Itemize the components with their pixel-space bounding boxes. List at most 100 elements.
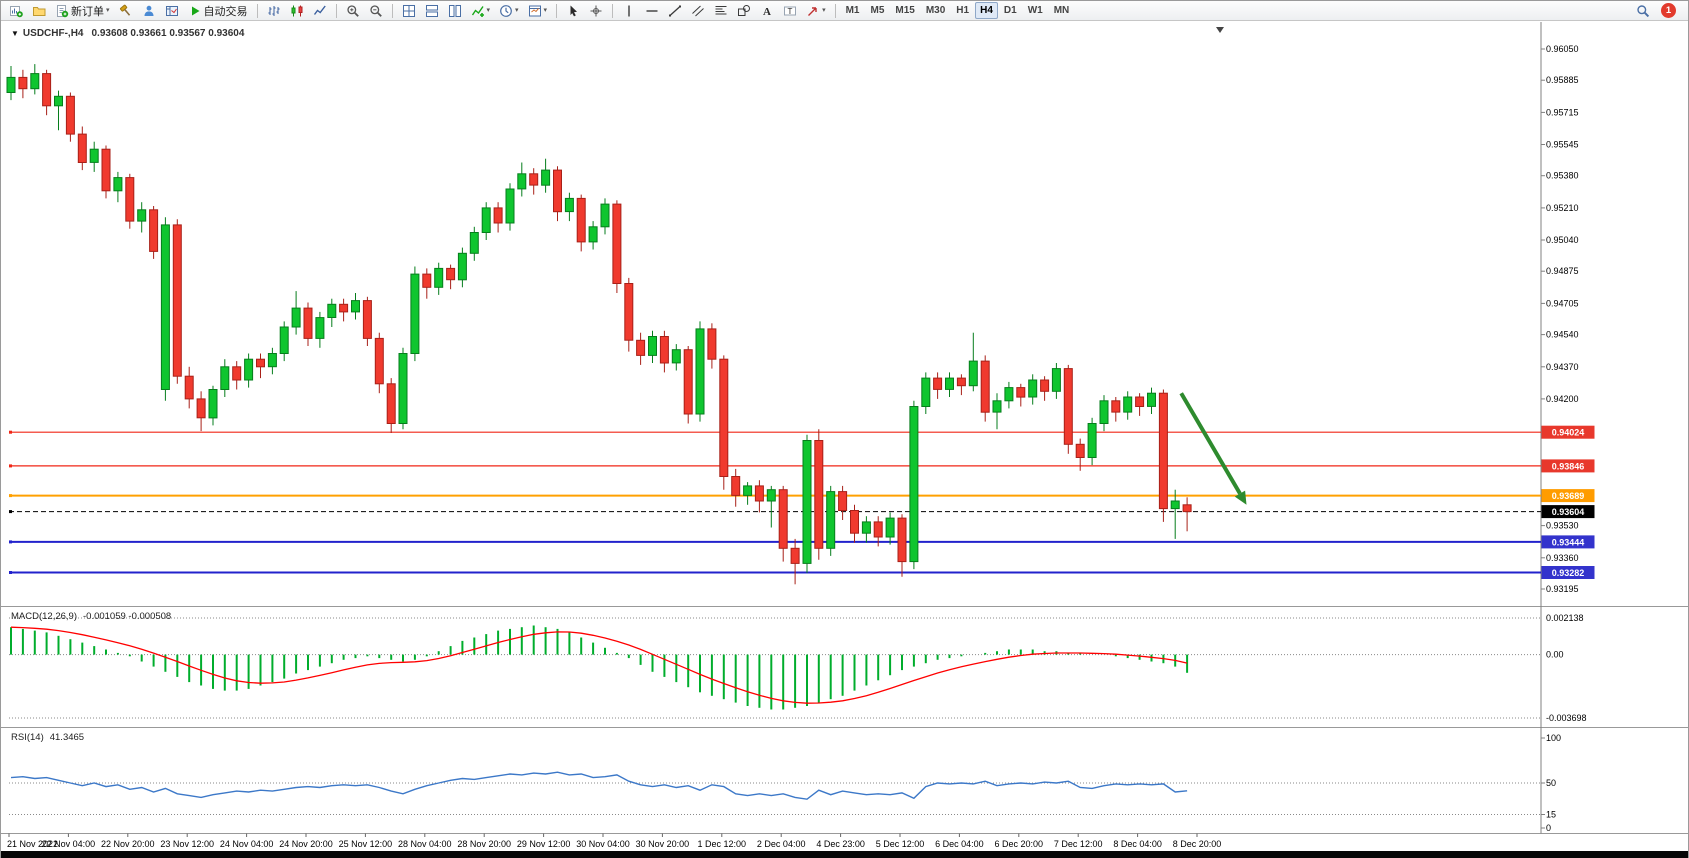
trendline-icon[interactable]: [664, 2, 686, 20]
candlestick-chart-icon[interactable]: [286, 2, 308, 20]
navigator-icon[interactable]: [161, 2, 183, 20]
svg-text:22 Nov 20:00: 22 Nov 20:00: [101, 839, 155, 849]
chart-shift-marker[interactable]: [1216, 27, 1224, 33]
zoom-out-icon: [369, 4, 383, 18]
line-chart-icon: [313, 4, 327, 18]
svg-text:8 Dec 20:00: 8 Dec 20:00: [1173, 839, 1222, 849]
tile-windows-icon[interactable]: [398, 2, 420, 20]
candlestick-chart-icon: [290, 4, 304, 18]
svg-text:50: 50: [1546, 778, 1556, 788]
metaeditor-icon[interactable]: [115, 2, 137, 20]
zoom-out-icon[interactable]: [365, 2, 387, 20]
indicators-icon[interactable]: ▾: [467, 2, 495, 20]
svg-text:0.94200: 0.94200: [1546, 394, 1579, 404]
svg-text:25 Nov 12:00: 25 Nov 12:00: [339, 839, 393, 849]
profiles-icon[interactable]: [28, 2, 50, 20]
chart-symbol-label: ▼ USDCHF-,H4 0.93608 0.93661 0.93567 0.936…: [11, 28, 244, 39]
macd-indicator-label: MACD(12,26,9) -0.001059 -0.000508: [11, 611, 171, 622]
horizontal-line-icon[interactable]: [641, 2, 663, 20]
crosshair-icon[interactable]: [585, 2, 607, 20]
fibonacci-icon[interactable]: [710, 2, 732, 20]
bar-chart-icon: [267, 4, 281, 18]
timeframe-h1-button[interactable]: H1: [951, 2, 974, 19]
timeframe-w1-button[interactable]: W1: [1023, 2, 1048, 19]
new-order-button[interactable]: 新订单 ▾: [51, 2, 114, 20]
svg-text:28 Nov 04:00: 28 Nov 04:00: [398, 839, 452, 849]
zoom-in-icon[interactable]: [342, 2, 364, 20]
svg-text:0: 0: [1546, 823, 1551, 833]
svg-text:0.93282: 0.93282: [1552, 568, 1585, 578]
svg-text:6 Dec 20:00: 6 Dec 20:00: [995, 839, 1044, 849]
bar-chart-icon[interactable]: [263, 2, 285, 20]
horizontal-level-lines[interactable]: [9, 430, 1541, 574]
toolbar-separator: [612, 3, 614, 18]
periods-icon[interactable]: ▾: [495, 2, 523, 20]
arrow-tools-icon[interactable]: ▾: [802, 2, 830, 20]
market-icon[interactable]: [138, 2, 160, 20]
new-chart-icon[interactable]: [5, 2, 27, 20]
svg-text:1 Dec 12:00: 1 Dec 12:00: [698, 839, 747, 849]
macd-name: MACD(12,26,9): [11, 611, 77, 622]
toolbar-separator: [556, 3, 558, 18]
rsi-name: RSI(14): [11, 732, 44, 743]
timeframe-m1-button[interactable]: M1: [841, 2, 865, 19]
trendline-icon: [668, 4, 682, 18]
new-chart-icon: [9, 4, 23, 18]
timeframe-h4-button[interactable]: H4: [975, 2, 998, 19]
market-icon: [142, 4, 156, 18]
toolbar-separator: [834, 3, 836, 18]
svg-text:30 Nov 04:00: 30 Nov 04:00: [576, 839, 630, 849]
timeframe-mn-button[interactable]: MN: [1049, 2, 1075, 19]
svg-text:A: A: [763, 6, 771, 18]
timeframe-m30-button[interactable]: M30: [921, 2, 950, 19]
toolbar-separator: [335, 3, 337, 18]
rsi-indicator-label: RSI(14) 41.3465: [11, 732, 84, 743]
svg-text:0.93604: 0.93604: [1552, 507, 1585, 517]
svg-text:100: 100: [1546, 733, 1561, 743]
collapse-icon[interactable]: ▼: [11, 29, 19, 38]
text-label-icon[interactable]: T: [779, 2, 801, 20]
channel-icon: [691, 4, 705, 18]
shapes-icon: [737, 4, 751, 18]
text-icon[interactable]: A: [756, 2, 778, 20]
notification-badge[interactable]: 1: [1661, 3, 1676, 18]
svg-text:0.94024: 0.94024: [1552, 428, 1585, 438]
ohlc-values: 0.93608 0.93661 0.93567 0.93604: [91, 28, 245, 39]
candlestick-series: [6, 64, 1192, 585]
svg-text:0.95380: 0.95380: [1546, 171, 1579, 181]
svg-text:0.95210: 0.95210: [1546, 203, 1579, 213]
arrange-vertical-icon[interactable]: [421, 2, 443, 20]
profiles-icon: [32, 4, 46, 18]
svg-text:0.93360: 0.93360: [1546, 553, 1579, 563]
svg-text:30 Nov 20:00: 30 Nov 20:00: [636, 839, 690, 849]
text-label-icon: T: [783, 4, 797, 18]
line-chart-icon[interactable]: [309, 2, 331, 20]
autotrading-button[interactable]: 自动交易: [184, 2, 252, 20]
templates-icon[interactable]: ▾: [524, 2, 552, 20]
indicators-icon: [471, 4, 485, 18]
toolbar-items: 新订单 ▾ 自动交易 ▾ ▾ ▾ A T ▾ M1 M5 M15 M30 H1 H4 D1 W1 MN: [5, 2, 1074, 20]
channel-icon[interactable]: [687, 2, 709, 20]
timeframe-m5-button[interactable]: M5: [865, 2, 889, 19]
cursor-icon[interactable]: [562, 2, 584, 20]
main-toolbar: 新订单 ▾ 自动交易 ▾ ▾ ▾ A T ▾ M1 M5 M15 M30 H1 H4 D1 W1 MN 1: [1, 1, 1688, 21]
svg-text:8 Dec 04:00: 8 Dec 04:00: [1113, 839, 1162, 849]
svg-text:0.93195: 0.93195: [1546, 584, 1579, 594]
svg-text:0.93530: 0.93530: [1546, 521, 1579, 531]
svg-text:0.95040: 0.95040: [1546, 235, 1579, 245]
svg-text:T: T: [788, 6, 793, 15]
play-icon: [188, 4, 202, 18]
templates-icon: [528, 4, 542, 18]
search-icon[interactable]: [1632, 2, 1654, 20]
shapes-icon[interactable]: [733, 2, 755, 20]
svg-text:21 Nov 2022: 21 Nov 2022: [7, 839, 58, 849]
arrange-horizontal-icon: [448, 4, 462, 18]
timeframe-m15-button[interactable]: M15: [890, 2, 919, 19]
trend-arrow-annotation[interactable]: [1179, 392, 1247, 505]
svg-text:0.94705: 0.94705: [1546, 298, 1579, 308]
timeframe-d1-button[interactable]: D1: [999, 2, 1022, 19]
vertical-line-icon[interactable]: [618, 2, 640, 20]
arrange-horizontal-icon[interactable]: [444, 2, 466, 20]
svg-text:0.94875: 0.94875: [1546, 266, 1579, 276]
svg-text:22 Nov 04:00: 22 Nov 04:00: [42, 839, 96, 849]
